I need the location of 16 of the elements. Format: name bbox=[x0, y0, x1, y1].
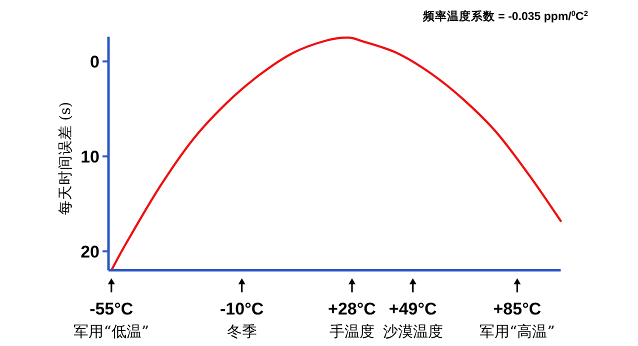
chart-title: 频率温度系数 = -0.035 ppm/$^{0}$C$^{2}$ bbox=[422, 8, 588, 23]
y-tick-label: 20 bbox=[80, 242, 100, 262]
text: 手温度 bbox=[329, 322, 374, 340]
x-tick-label: +28°C bbox=[328, 299, 376, 318]
text: 军用“高温” bbox=[480, 322, 555, 340]
text: 冬季 bbox=[226, 322, 257, 340]
text: 军用“低温” bbox=[74, 322, 150, 340]
line-series bbox=[110, 36, 562, 272]
y-axis-title: 每天时间误差 (s) bbox=[57, 102, 74, 216]
x-tick-label: -55°C bbox=[90, 299, 134, 318]
y-tick-label: 10 bbox=[80, 147, 100, 166]
x-tick-label: +49°C bbox=[388, 299, 437, 318]
y-tick-label: 0 bbox=[90, 52, 100, 72]
text: 沙漠温度 bbox=[382, 322, 443, 340]
x-tick-label: -10°C bbox=[220, 299, 264, 318]
x-tick-label: +85°C bbox=[493, 299, 542, 318]
